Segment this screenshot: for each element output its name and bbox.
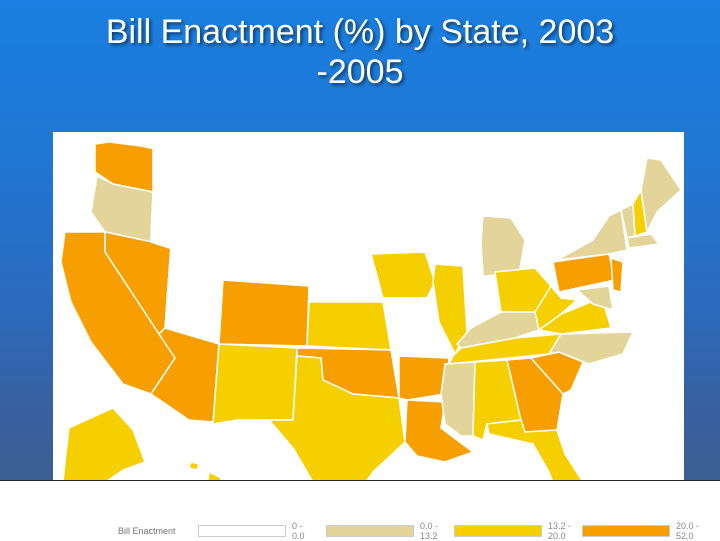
legend-item-2: 13.2 - 20.0: [454, 521, 572, 541]
slide-title-line-1: Bill Enactment (%) by State, 2003: [105, 13, 615, 51]
state-new-jersey: [610, 256, 624, 293]
state-south-dakota: [288, 209, 372, 265]
legend-title: Bill Enactment: [118, 526, 176, 536]
legend-label-1: 0.0 - 13.2: [420, 521, 439, 541]
state-new-mexico: [212, 343, 298, 425]
slide-title-line-2: -2005: [316, 53, 404, 91]
legend-item-1: 0.0 - 13.2: [326, 521, 444, 541]
state-hawaii-islands: [188, 461, 200, 471]
state-maryland: [575, 285, 614, 312]
state-arizona: [149, 327, 220, 423]
state-arkansas: [398, 355, 450, 401]
legend-swatch-3: [582, 525, 670, 537]
legend-swatch-0: [198, 525, 286, 537]
legend-label-2: 13.2 - 20.0: [548, 521, 572, 541]
legend-swatch-1: [326, 525, 414, 537]
state-wisconsin: [410, 197, 466, 255]
state-north-dakota: [288, 159, 370, 211]
state-michigan: [480, 215, 526, 277]
legend-item-0: 0 - 0.0: [198, 521, 316, 541]
state-west-virginia: [534, 284, 579, 332]
state-texas: [267, 355, 406, 516]
map-canvas: [60, 141, 682, 516]
state-kansas: [306, 301, 392, 351]
state-wyoming: [196, 211, 290, 285]
us-choropleth-map: [53, 132, 684, 540]
state-colorado: [218, 279, 310, 347]
state-mississippi: [440, 361, 476, 437]
legend-label-0: 0 - 0.0: [292, 521, 305, 541]
state-iowa: [370, 251, 436, 299]
state-massachusetts: [626, 233, 661, 249]
legend-label-3: 20.0 - 52.0: [676, 521, 700, 541]
slide-title: Bill Enactment (%) by State, 2003 -2005: [0, 12, 720, 92]
legend-item-3: 20.0 - 52.0: [582, 521, 700, 541]
legend-bar: Bill Enactment 0 - 0.0 0.0 - 13.2 13.2 -…: [0, 480, 720, 541]
state-missouri: [382, 297, 455, 357]
legend-swatch-2: [454, 525, 542, 537]
state-new-york: [556, 208, 628, 261]
state-maine: [640, 157, 682, 235]
map-legend: Bill Enactment 0 - 0.0 0.0 - 13.2 13.2 -…: [118, 521, 718, 541]
